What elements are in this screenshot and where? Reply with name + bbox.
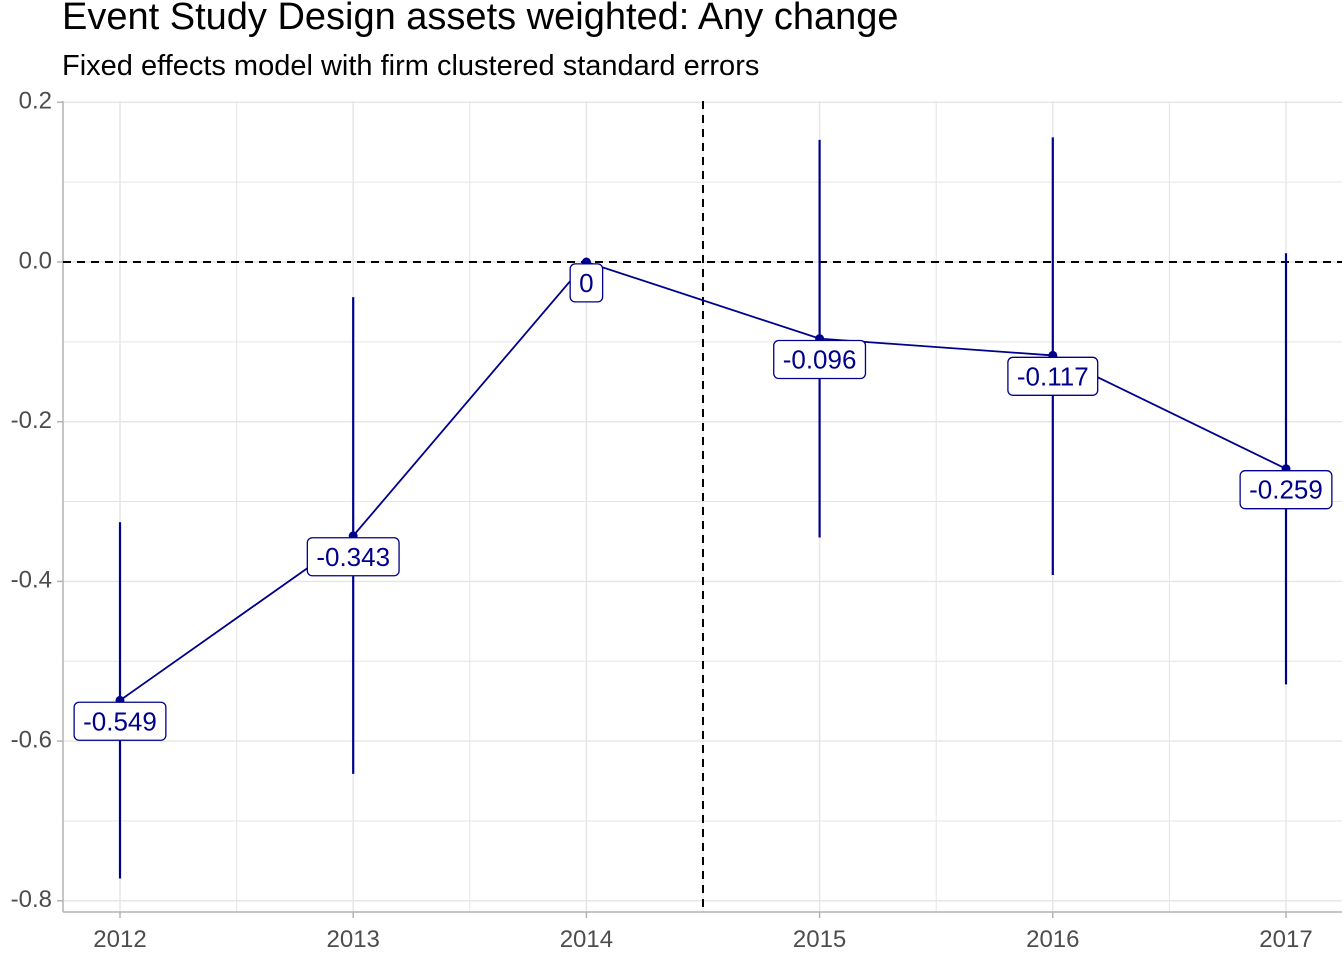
reference-lines <box>63 101 1342 912</box>
data-label-box <box>306 537 400 577</box>
x-tick-label: 2013 <box>327 926 380 953</box>
x-tick-label: 2017 <box>1259 926 1312 953</box>
x-tick-label: 2016 <box>1026 926 1079 953</box>
data-label: -0.343 <box>306 537 400 577</box>
data-label-box <box>569 263 604 303</box>
y-tick-label: -0.2 <box>11 407 52 434</box>
data-label-box <box>1239 470 1333 510</box>
data-label-text: 0 <box>579 268 593 298</box>
data-label: 0 <box>569 263 604 303</box>
chart-title: Event Study Design assets weighted: Any … <box>62 0 899 38</box>
data-labels: -0.549 -0.343 0 -0.096 -0.117 -0.259 <box>73 263 1333 741</box>
x-tick-label: 2015 <box>793 926 846 953</box>
data-label: -0.549 <box>73 701 167 741</box>
y-tick-label: -0.8 <box>11 886 52 913</box>
data-label-text: -0.259 <box>1249 475 1323 505</box>
x-tick-labels: 2012 2013 2014 2015 2016 2017 <box>93 926 1312 953</box>
data-label-text: -0.343 <box>316 542 390 572</box>
data-label: -0.096 <box>773 339 867 380</box>
y-tick-label: -0.6 <box>11 726 52 753</box>
data-label-text: -0.549 <box>83 706 157 736</box>
x-tick-label: 2014 <box>560 926 613 953</box>
data-label: -0.259 <box>1239 470 1333 510</box>
y-tick-labels: 0.2 0.0 -0.2 -0.4 -0.6 -0.8 <box>11 88 52 913</box>
y-tick-label: 0.2 <box>19 88 52 115</box>
data-label-box <box>1007 356 1099 396</box>
data-label: -0.117 <box>1007 356 1099 396</box>
data-label-box <box>773 339 867 380</box>
y-tick-label: -0.4 <box>11 567 52 594</box>
chart-subtitle: Fixed effects model with firm clustered … <box>62 50 760 82</box>
data-label-text: -0.096 <box>783 345 857 375</box>
x-tick-label: 2012 <box>93 926 146 953</box>
axes <box>57 101 1342 918</box>
y-tick-label: 0.0 <box>19 247 52 274</box>
data-label-box <box>73 701 167 741</box>
data-label-text: -0.117 <box>1017 361 1089 391</box>
